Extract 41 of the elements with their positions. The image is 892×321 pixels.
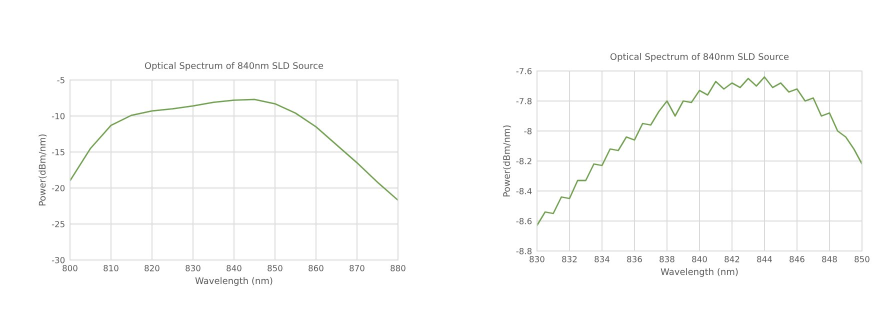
chart-title: Optical Spectrum of 840nm SLD Source [144,62,324,71]
x-axis-title: Wavelength (nm) [660,268,738,277]
x-tick-label: 836 [627,256,642,262]
y-tick-label: -8.8 [516,248,532,254]
line-series [70,98,398,201]
x-tick-label: 880 [390,265,406,272]
x-axis-title: Wavelength (nm) [195,277,272,286]
x-tick-label: 848 [822,256,837,262]
x-tick-label: 800 [62,265,78,272]
y-tick-label: -8.4 [516,188,532,194]
y-tick-label: -20 [52,184,65,192]
y-tick-label: -30 [52,256,65,264]
x-tick-label: 838 [660,256,674,262]
x-tick-label: 820 [144,265,160,272]
y-tick-label: -5 [57,77,64,84]
x-tick-label: 850 [268,265,282,272]
y-tick-label: -7.6 [516,68,532,74]
x-tick-label: 850 [854,256,870,262]
x-tick-label: 870 [350,265,364,272]
y-axis-title: Power(dBm/nm) [502,125,512,196]
x-tick-label: 834 [594,256,610,262]
y-tick-label: -7.8 [516,98,532,104]
x-tick-label: 830 [530,256,544,262]
y-tick-label: -8 [524,128,532,134]
x-tick-label: 846 [790,256,804,262]
x-tick-label: 840 [226,265,242,272]
y-tick-label: -8.2 [516,158,532,164]
x-tick-label: 840 [692,256,707,262]
x-tick-label: 832 [562,256,577,262]
y-tick-label: -25 [52,220,64,228]
x-tick-label: 860 [308,265,324,272]
x-tick-label: 830 [186,265,200,272]
y-tick-label: -15 [52,149,64,156]
x-tick-label: 842 [724,256,740,262]
y-tick-label: -10 [52,112,65,120]
chart-title: Optical Spectrum of 840nm SLD Source [610,53,789,62]
x-tick-label: 810 [104,265,118,272]
y-tick-label: -8.6 [516,218,532,224]
line-series [537,76,862,226]
y-axis-title: Power(dBm/nm) [38,134,47,206]
x-tick-label: 844 [757,256,772,262]
